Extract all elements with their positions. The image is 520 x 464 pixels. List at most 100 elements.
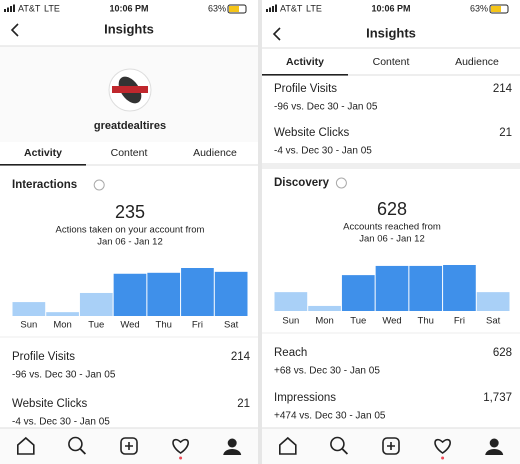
day-label: Fri <box>192 320 203 331</box>
day-label: Tue <box>350 316 366 327</box>
header-title: Insights <box>104 21 154 36</box>
bar <box>409 265 443 311</box>
tab[interactable]: Content <box>373 56 410 68</box>
day-label: Wed <box>120 320 139 331</box>
day-label: Wed <box>382 316 401 327</box>
bar <box>375 265 409 311</box>
section-total: 628 <box>377 199 407 219</box>
row-label: Website Clicks <box>274 127 349 139</box>
day-label: Thu <box>156 320 172 331</box>
carrier: AT&T <box>18 3 41 13</box>
battery-level <box>229 6 239 12</box>
nav-search-handle <box>79 448 87 455</box>
tab[interactable]: Activity <box>286 56 324 68</box>
bar <box>12 302 46 316</box>
signal-bar <box>7 7 9 12</box>
day-label: Mon <box>53 320 71 331</box>
nav-activity[interactable] <box>172 438 189 454</box>
day-label: Sat <box>224 320 239 331</box>
profile-name: greatdealtires <box>94 120 166 132</box>
network: LTE <box>306 3 322 13</box>
day-label: Tue <box>88 320 104 331</box>
tab[interactable]: Audience <box>455 56 499 68</box>
nav-activity-dot <box>179 456 183 460</box>
nav-profile-body <box>223 449 242 455</box>
day-label: Sun <box>282 316 299 327</box>
bar <box>147 272 181 316</box>
row-label: Profile Visits <box>12 351 75 363</box>
day-label: Mon <box>315 316 333 327</box>
row-value: 1,737 <box>483 392 512 404</box>
tab-indicator <box>262 74 348 76</box>
nav-search[interactable] <box>68 436 83 452</box>
row-change: +474 vs. Dec 30 - Jan 05 <box>274 411 386 422</box>
nav-add-plus <box>387 442 395 450</box>
nav-add[interactable] <box>120 437 138 455</box>
battery-text: 63% <box>208 3 226 13</box>
back-button[interactable] <box>10 23 19 37</box>
section-range: Jan 06 - Jan 12 <box>97 237 163 248</box>
bar <box>214 271 248 316</box>
section-caption: Actions taken on your account from <box>56 225 205 236</box>
row-change: -4 vs. Dec 30 - Jan 05 <box>274 146 372 157</box>
day-label: Fri <box>454 316 465 327</box>
nav-search-handle <box>341 448 349 455</box>
row-value: 21 <box>499 127 512 139</box>
day-label: Sun <box>20 320 37 331</box>
nav-profile-head[interactable] <box>489 438 499 448</box>
bar <box>181 268 214 316</box>
row-change: -96 vs. Dec 30 - Jan 05 <box>274 102 378 113</box>
section-title: Discovery <box>274 177 330 189</box>
nav-profile-head[interactable] <box>227 438 237 448</box>
bar <box>79 292 113 316</box>
nav-activity[interactable] <box>434 438 451 454</box>
section-caption: Accounts reached from <box>343 222 441 233</box>
row-value: 214 <box>493 83 513 95</box>
nav-search[interactable] <box>330 436 345 452</box>
info-icon[interactable] <box>335 177 347 189</box>
section-separator <box>262 163 520 169</box>
bar <box>113 273 147 316</box>
avatar-band <box>112 86 148 93</box>
section-total: 235 <box>115 202 145 222</box>
signal-bar <box>272 6 274 12</box>
nav-add[interactable] <box>382 437 400 455</box>
bar <box>443 265 476 311</box>
bar <box>274 292 308 311</box>
bar <box>308 305 341 311</box>
header-title: Insights <box>366 25 416 40</box>
signal-bar <box>10 6 12 12</box>
tab[interactable]: Audience <box>193 147 237 159</box>
screen <box>262 0 520 464</box>
row-change: +68 vs. Dec 30 - Jan 05 <box>274 366 380 377</box>
bar <box>476 292 510 311</box>
day-label: Thu <box>418 316 434 327</box>
signal-bar <box>266 9 268 12</box>
section-range: Jan 06 - Jan 12 <box>359 234 425 245</box>
back-button[interactable] <box>272 27 281 41</box>
carrier: AT&T <box>280 3 303 13</box>
row-value: 21 <box>237 398 250 410</box>
nav-profile-body <box>485 449 504 455</box>
row-change: -4 vs. Dec 30 - Jan 05 <box>12 417 110 428</box>
nav-home[interactable] <box>17 436 35 455</box>
row-value: 214 <box>231 351 251 363</box>
row-label: Reach <box>274 347 307 359</box>
battery <box>227 4 247 14</box>
tab[interactable]: Content <box>111 147 148 159</box>
battery-text: 63% <box>470 3 488 13</box>
signal-bar <box>4 9 6 12</box>
nav-activity-dot <box>441 456 445 460</box>
tab-indicator <box>0 164 86 166</box>
battery-level <box>491 6 501 12</box>
row-label: Profile Visits <box>274 83 337 95</box>
tab[interactable]: Activity <box>24 147 62 159</box>
network: LTE <box>44 3 60 13</box>
nav-home[interactable] <box>279 436 297 455</box>
info-icon[interactable] <box>93 179 105 191</box>
row-label: Impressions <box>274 392 336 404</box>
battery <box>489 4 509 14</box>
bar <box>341 275 375 311</box>
status-time: 10:06 PM <box>109 3 148 13</box>
